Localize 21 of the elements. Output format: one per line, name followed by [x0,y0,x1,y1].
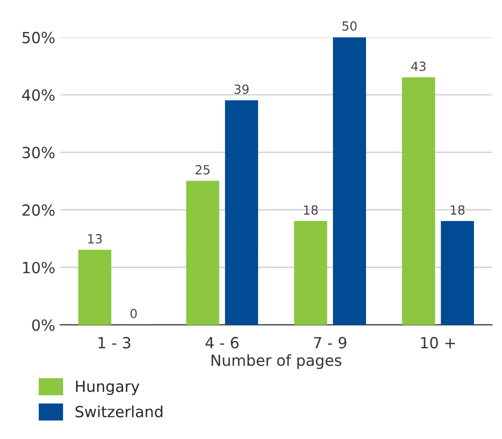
data-label: 13 [88,234,102,244]
data-label: 50 [342,21,357,31]
y-tick-label: 50% [22,32,55,44]
legend-label: Hungary [76,380,140,396]
y-tick-label: 30% [22,146,55,158]
x-tick-label: 1 - 3 [98,336,130,348]
legend-label: Switzerland [76,406,162,418]
y-tick-label: 20% [22,204,55,216]
y-tick-label: 10% [23,262,55,274]
data-label: 18 [304,205,318,215]
x-tick-label: 4 - 6 [206,336,239,348]
x-axis-title: Number of pages [212,354,342,370]
x-tick-label: 7 - 9 [314,336,346,348]
x-tick-label: 10 + [421,336,455,348]
y-tick-label: 40% [22,89,55,101]
data-label: 39 [234,84,249,94]
data-label: 0 [130,308,137,318]
data-label: 43 [411,62,426,71]
y-tick-label: 0% [32,319,55,331]
data-label: 18 [450,205,465,215]
data-label: 25 [196,165,210,174]
